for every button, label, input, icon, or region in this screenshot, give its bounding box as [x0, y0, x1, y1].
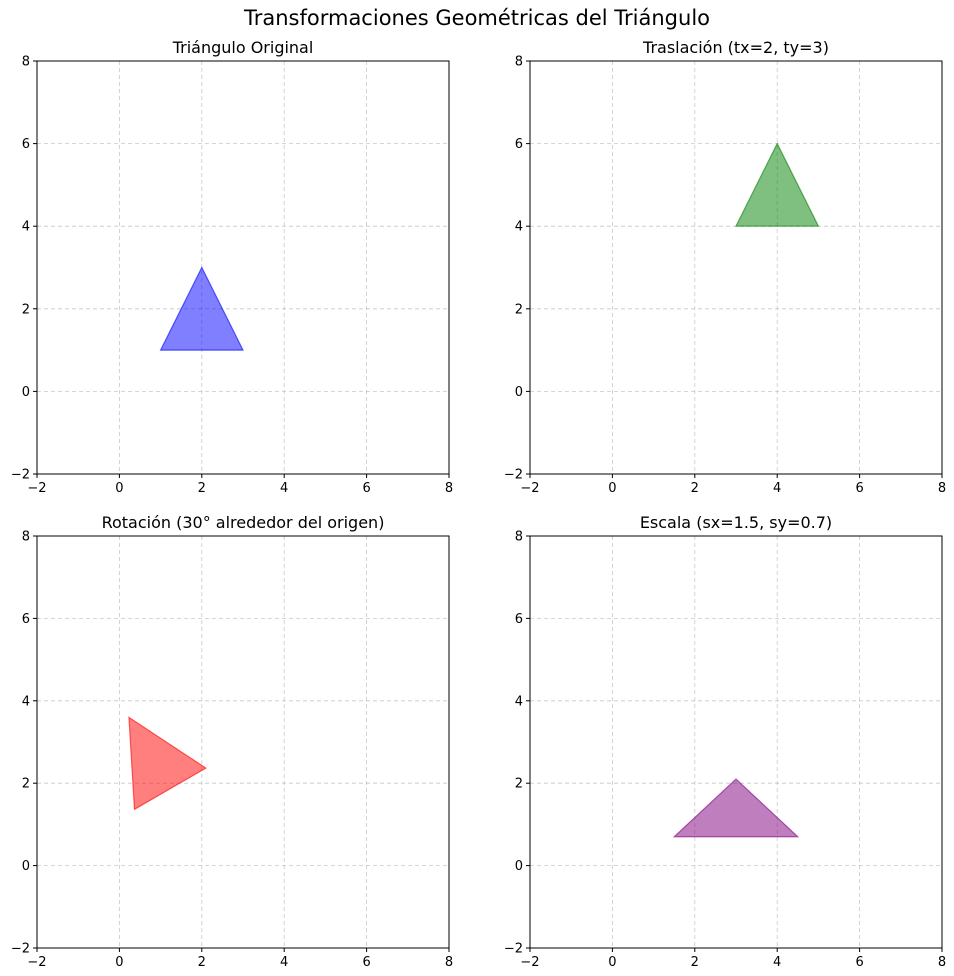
- y-tick-label: −2: [11, 942, 30, 957]
- y-tick-label: 4: [22, 220, 30, 235]
- x-tick-label: 4: [773, 955, 781, 970]
- y-tick-label: −2: [504, 468, 523, 483]
- y-tick-label: 6: [22, 137, 30, 152]
- y-tick-label: 6: [22, 612, 30, 627]
- x-tick-label: 2: [198, 955, 206, 970]
- y-tick-label: 2: [515, 302, 523, 317]
- y-tick-label: 8: [515, 55, 523, 70]
- x-tick-label: 0: [608, 955, 616, 970]
- x-tick-label: −2: [520, 955, 539, 970]
- y-tick-label: −2: [504, 942, 523, 957]
- x-tick-label: 4: [773, 481, 781, 496]
- axes-frame: [529, 60, 943, 475]
- x-tick-label: 6: [362, 481, 370, 496]
- subplot-title: Rotación (30° alrededor del origen): [102, 513, 385, 532]
- x-tick-label: 8: [445, 481, 453, 496]
- x-tick-label: 2: [691, 481, 699, 496]
- x-tick-label: 8: [938, 481, 946, 496]
- y-tick-label: 0: [22, 385, 30, 400]
- x-tick-label: 0: [115, 955, 123, 970]
- y-tick-label: 0: [515, 385, 523, 400]
- axes-frame: [36, 535, 450, 949]
- y-tick-label: 4: [515, 694, 523, 709]
- subplot-2: −2 0 2 4 6 8 −2 0 2 4 6 8 Traslación (tx=2, ty=3): [504, 38, 946, 496]
- subplot-1: −2 0 2 4 6 8 −2 0 2 4 6 8 Triángulo Original: [11, 38, 453, 496]
- x-tick-label: 4: [280, 481, 288, 496]
- x-tick-label: −2: [27, 481, 46, 496]
- y-tick-label: 6: [515, 612, 523, 627]
- x-tick-label: 6: [855, 955, 863, 970]
- x-tick-label: −2: [520, 481, 539, 496]
- subplot-title: Traslación (tx=2, ty=3): [642, 38, 829, 57]
- x-tick-label: 0: [608, 481, 616, 496]
- y-tick-label: 6: [515, 137, 523, 152]
- x-tick-label: 6: [855, 481, 863, 496]
- y-tick-label: 0: [22, 859, 30, 874]
- x-tick-label: 8: [938, 955, 946, 970]
- x-tick-label: 8: [445, 955, 453, 970]
- triangle-shape: [735, 142, 820, 227]
- triangle-shape: [159, 266, 244, 351]
- y-tick-label: 8: [22, 530, 30, 545]
- y-tick-label: 4: [515, 220, 523, 235]
- x-tick-label: 6: [362, 955, 370, 970]
- axes-frame: [36, 60, 450, 475]
- y-tick-label: 8: [515, 530, 523, 545]
- x-tick-label: 2: [198, 481, 206, 496]
- axes-frame: [529, 535, 943, 949]
- y-tick-label: −2: [11, 468, 30, 483]
- subplot-title: Escala (sx=1.5, sy=0.7): [640, 513, 832, 532]
- subplot-title: Triángulo Original: [172, 38, 314, 57]
- x-tick-label: 4: [280, 955, 288, 970]
- triangle-shape: [128, 716, 207, 811]
- y-tick-label: 2: [22, 302, 30, 317]
- x-tick-label: 2: [691, 955, 699, 970]
- y-tick-label: 2: [515, 777, 523, 792]
- y-tick-label: 2: [22, 777, 30, 792]
- subplot-3: −2 0 2 4 6 8 −2 0 2 4 6 8 Rotación (30° alrededor de…: [11, 513, 453, 970]
- figure-title: Transformaciones Geométricas del Triángu…: [243, 6, 711, 30]
- y-tick-label: 4: [22, 694, 30, 709]
- x-tick-label: 0: [115, 481, 123, 496]
- subplot-4: −2 0 2 4 6 8 −2 0 2 4 6 8 Escala (sx=1.5, sy=0.7): [504, 513, 946, 970]
- x-tick-label: −2: [27, 955, 46, 970]
- y-tick-label: 0: [515, 859, 523, 874]
- triangle-shape: [672, 778, 800, 838]
- y-tick-label: 8: [22, 55, 30, 70]
